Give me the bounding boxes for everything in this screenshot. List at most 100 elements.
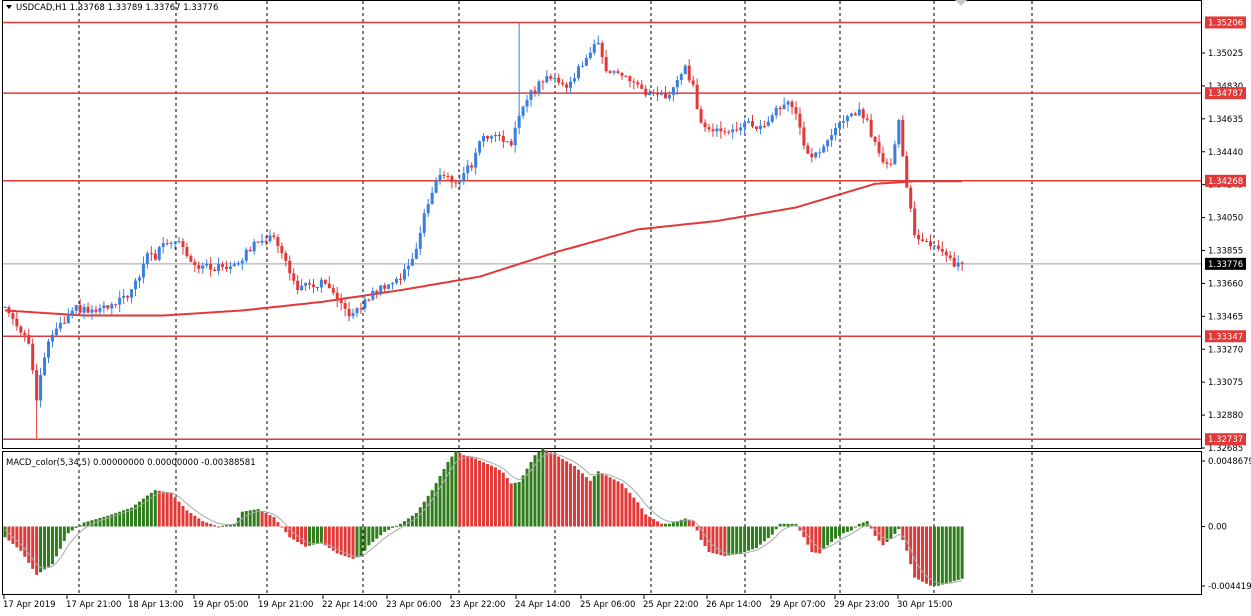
price-axis: 1.350251.348301.346351.344401.342451.340… xyxy=(1201,16,1246,454)
candle-body xyxy=(236,263,240,265)
price-tick-label: 1.33075 xyxy=(1208,378,1243,388)
candle-body xyxy=(628,75,632,82)
candle-body xyxy=(956,262,960,267)
macd-bar xyxy=(960,526,964,579)
candle-body xyxy=(114,304,118,306)
macd-bar xyxy=(553,454,557,527)
candle-body xyxy=(624,75,628,77)
macd-bar xyxy=(897,526,901,530)
macd-bar xyxy=(375,526,379,539)
candle-body xyxy=(667,94,671,99)
candle-body xyxy=(905,156,909,188)
candle-body xyxy=(19,326,23,333)
candle-body xyxy=(940,248,944,252)
candle-body xyxy=(284,253,288,261)
time-tick-label: 25 Apr 06:00 xyxy=(580,600,635,610)
macd-bar xyxy=(3,526,7,538)
macd-bar xyxy=(359,526,363,557)
time-tick-label: 25 Apr 22:00 xyxy=(643,600,698,610)
candle-body xyxy=(699,109,703,123)
macd-bar xyxy=(620,483,624,527)
macd-bar xyxy=(549,452,553,527)
macd-bar xyxy=(177,501,181,527)
macd-bar xyxy=(873,526,877,536)
candle-body xyxy=(525,99,529,107)
candle-body xyxy=(810,153,814,158)
candle-body xyxy=(169,242,173,244)
time-tick-label: 29 Apr 07:00 xyxy=(770,600,825,610)
candle-body xyxy=(296,280,300,291)
candle-body xyxy=(280,246,284,254)
candle-body xyxy=(252,241,256,252)
macd-bar xyxy=(446,461,450,527)
candle-body xyxy=(545,76,549,83)
candle-body xyxy=(450,176,454,183)
macd-bar xyxy=(750,526,754,550)
candle-body xyxy=(834,127,838,136)
macd-bar xyxy=(272,517,276,527)
macd-bar xyxy=(723,526,727,557)
macd-bar xyxy=(66,526,70,534)
macd-bar xyxy=(636,502,640,527)
candle-body xyxy=(90,309,94,313)
macd-bar xyxy=(430,490,434,527)
macd-bar xyxy=(699,526,703,540)
candle-body xyxy=(347,308,351,317)
macd-bar xyxy=(141,498,145,527)
macd-bar xyxy=(505,478,509,527)
macd-bar xyxy=(406,518,410,527)
candle-body xyxy=(925,241,929,243)
candle-body xyxy=(786,101,790,105)
macd-bar xyxy=(652,519,656,527)
macd-bar xyxy=(462,455,466,527)
candle-body xyxy=(276,237,280,247)
macd-bar xyxy=(363,526,367,551)
macd-bar xyxy=(339,526,343,555)
candle-body xyxy=(228,266,232,269)
macd-bar xyxy=(952,526,956,582)
macd-bar xyxy=(304,526,308,547)
macd-bar xyxy=(774,526,778,530)
price-tick-label: 1.33660 xyxy=(1208,279,1243,289)
candle-body xyxy=(691,80,695,85)
level-price-tag xyxy=(1205,87,1246,100)
macd-bar xyxy=(371,526,375,542)
macd-bar xyxy=(683,518,687,527)
candle-body xyxy=(679,74,683,80)
macd-bar xyxy=(221,525,225,527)
candle-body xyxy=(335,292,339,301)
horizontal-levels[interactable] xyxy=(3,21,1201,440)
candle-body xyxy=(177,241,181,243)
macd-bar xyxy=(928,526,932,586)
time-tick-label: 29 Apr 23:00 xyxy=(834,600,889,610)
macd-bar xyxy=(956,526,960,580)
macd-bar xyxy=(671,522,675,527)
macd-bar xyxy=(86,521,90,527)
candle-body xyxy=(161,243,165,248)
candle-body xyxy=(830,135,834,141)
candle-body xyxy=(782,104,786,110)
candle-body xyxy=(343,303,347,309)
macd-bar xyxy=(82,522,86,527)
candle-body xyxy=(921,239,925,242)
candle-body xyxy=(660,92,664,95)
macd-bar xyxy=(533,455,537,527)
candle-body xyxy=(703,122,707,128)
candle-body xyxy=(145,253,149,264)
symbol-dropdown-icon[interactable] xyxy=(6,5,12,9)
shift-marker-icon[interactable] xyxy=(955,0,967,6)
macd-bar xyxy=(213,525,217,527)
macd-bar xyxy=(280,526,284,528)
macd-bar xyxy=(497,469,501,527)
candle-body xyxy=(426,204,430,214)
candle-body xyxy=(596,42,600,45)
macd-bar xyxy=(466,455,470,527)
candle-body xyxy=(600,42,604,58)
candle-body xyxy=(27,335,31,344)
macd-bar xyxy=(537,451,541,527)
candle-body xyxy=(493,134,497,137)
candle-body xyxy=(54,328,58,335)
candle-body xyxy=(272,235,276,238)
